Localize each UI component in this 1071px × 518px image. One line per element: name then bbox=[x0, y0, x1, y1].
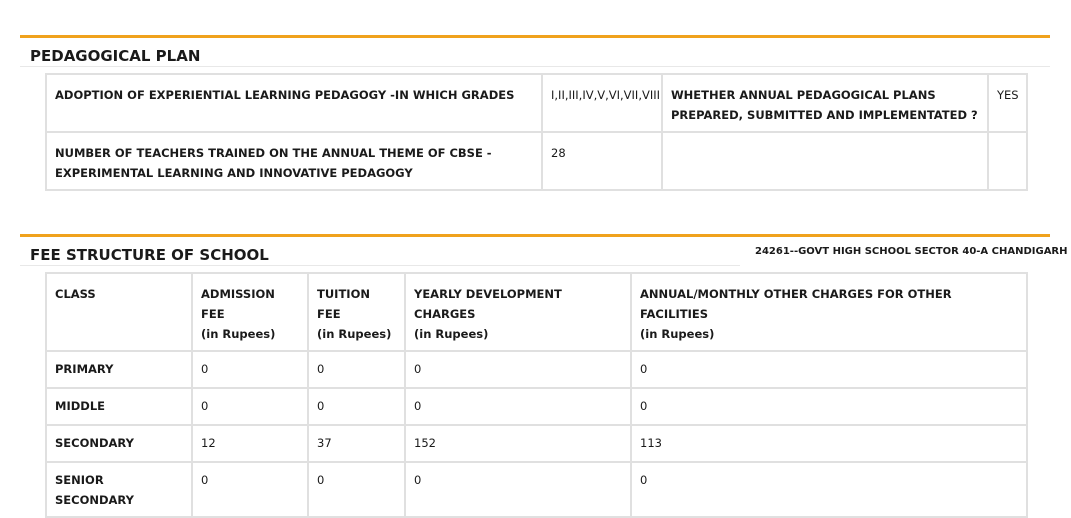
fee-cell: 0 bbox=[630, 461, 1028, 518]
fee-cell: 0 bbox=[191, 350, 309, 389]
table-cell: WHETHER ANNUAL PEDAGOGICAL PLANS PREPARE… bbox=[661, 73, 989, 133]
table-row: SECONDARY 12 37 152 113 bbox=[45, 424, 1028, 463]
header-label: CLASS bbox=[55, 287, 96, 301]
table-cell: I,II,III,IV,V,VI,VII,VIII bbox=[541, 73, 663, 133]
table-cell: 28 bbox=[541, 131, 663, 191]
class-cell: SENIOR SECONDARY bbox=[45, 461, 193, 518]
header-label: TUITION FEE bbox=[317, 287, 370, 321]
divider bbox=[20, 265, 740, 266]
header-label: ANNUAL/MONTHLY OTHER CHARGES FOR OTHER F… bbox=[640, 287, 952, 321]
table-row: MIDDLE 0 0 0 0 bbox=[45, 387, 1028, 426]
section-title: FEE STRUCTURE OF SCHOOL bbox=[30, 246, 269, 264]
header-label: YEARLY DEVELOPMENT CHARGES bbox=[414, 287, 562, 321]
header-cell: YEARLY DEVELOPMENT CHARGES (in Rupees) bbox=[404, 272, 632, 352]
class-cell: SECONDARY bbox=[45, 424, 193, 463]
section-rule bbox=[20, 234, 1050, 237]
header-unit: (in Rupees) bbox=[414, 327, 489, 341]
fee-cell: 0 bbox=[404, 350, 632, 389]
header-cell: ANNUAL/MONTHLY OTHER CHARGES FOR OTHER F… bbox=[630, 272, 1028, 352]
table-row: SENIOR SECONDARY 0 0 0 0 bbox=[45, 461, 1028, 518]
divider bbox=[20, 66, 1050, 67]
table-row: NUMBER OF TEACHERS TRAINED ON THE ANNUAL… bbox=[45, 131, 1028, 191]
header-cell: ADMISSION FEE (in Rupees) bbox=[191, 272, 309, 352]
header-label: ADMISSION FEE bbox=[201, 287, 275, 321]
header-cell: TUITION FEE (in Rupees) bbox=[307, 272, 406, 352]
fee-cell: 0 bbox=[307, 387, 406, 426]
fee-cell: 0 bbox=[307, 461, 406, 518]
empty-cell bbox=[987, 131, 1028, 191]
header-unit: (in Rupees) bbox=[317, 327, 392, 341]
school-name: 24261--GOVT HIGH SCHOOL SECTOR 40-A CHAN… bbox=[755, 246, 1068, 257]
section-rule bbox=[20, 35, 1050, 38]
fee-cell: 113 bbox=[630, 424, 1028, 463]
class-cell: MIDDLE bbox=[45, 387, 193, 426]
table-cell: NUMBER OF TEACHERS TRAINED ON THE ANNUAL… bbox=[45, 131, 543, 191]
empty-cell bbox=[661, 131, 989, 191]
table-cell: ADOPTION OF EXPERIENTIAL LEARNING PEDAGO… bbox=[45, 73, 543, 133]
fee-cell: 0 bbox=[404, 461, 632, 518]
table-row: ADOPTION OF EXPERIENTIAL LEARNING PEDAGO… bbox=[45, 73, 1028, 133]
fee-cell: 0 bbox=[191, 461, 309, 518]
header-unit: (in Rupees) bbox=[640, 327, 715, 341]
fee-cell: 0 bbox=[404, 387, 632, 426]
fee-cell: 0 bbox=[630, 350, 1028, 389]
section-title: PEDAGOGICAL PLAN bbox=[30, 47, 201, 65]
fee-cell: 152 bbox=[404, 424, 632, 463]
fee-cell: 12 bbox=[191, 424, 309, 463]
header-row: CLASS ADMISSION FEE (in Rupees) TUITION FEE… bbox=[45, 272, 1028, 352]
class-cell: PRIMARY bbox=[45, 350, 193, 389]
fee-cell: 0 bbox=[630, 387, 1028, 426]
fee-cell: 37 bbox=[307, 424, 406, 463]
fee-table: CLASS ADMISSION FEE (in Rupees) TUITION FEE… bbox=[45, 272, 1028, 518]
table-cell: YES bbox=[987, 73, 1028, 133]
header-unit: (in Rupees) bbox=[201, 327, 276, 341]
table-row: PRIMARY 0 0 0 0 bbox=[45, 350, 1028, 389]
header-cell: CLASS bbox=[45, 272, 193, 352]
fee-cell: 0 bbox=[191, 387, 309, 426]
fee-cell: 0 bbox=[307, 350, 406, 389]
pedagogical-table: ADOPTION OF EXPERIENTIAL LEARNING PEDAGO… bbox=[45, 73, 1028, 191]
